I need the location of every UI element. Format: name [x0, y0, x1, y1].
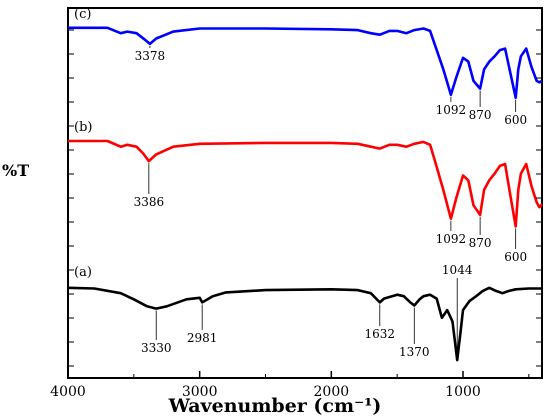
peak-label: 600: [504, 250, 527, 264]
spectrum-line-1: [68, 139, 543, 228]
peak-label: 870: [469, 236, 492, 250]
peak-label: 3378: [135, 49, 166, 63]
peak-label: 3386: [134, 195, 165, 209]
tick-layer: 4000 3000 2000 1000: [50, 29, 542, 400]
x-tick-label: 1000: [445, 384, 481, 400]
plot-frame: [67, 7, 543, 379]
series-label-0: (c): [74, 7, 91, 22]
peak-label: 870: [469, 108, 492, 122]
spectrum-line-2: [67, 286, 542, 362]
series-label-2: (a): [74, 265, 92, 280]
x-tick-label: 2000: [314, 384, 350, 400]
x-axis-title: Wavenumber (cm⁻¹): [168, 395, 382, 417]
peak-label: 1370: [399, 345, 430, 359]
x-tick-label: 4000: [50, 384, 86, 400]
peak-label: 1044: [442, 263, 473, 277]
peak-label: 3330: [141, 341, 172, 355]
series-label-1: (b): [74, 120, 92, 135]
peak-label: 1092: [436, 232, 467, 246]
peak-label: 2981: [187, 331, 218, 345]
x-tick-label: 3000: [182, 384, 218, 400]
spectrum-line-0: [68, 26, 543, 100]
peak-label: 600: [504, 113, 527, 127]
peak-label: 1092: [436, 103, 467, 117]
peak-label: 1632: [365, 327, 396, 341]
y-axis-title: %T: [2, 161, 29, 180]
series-layer: [67, 26, 543, 362]
